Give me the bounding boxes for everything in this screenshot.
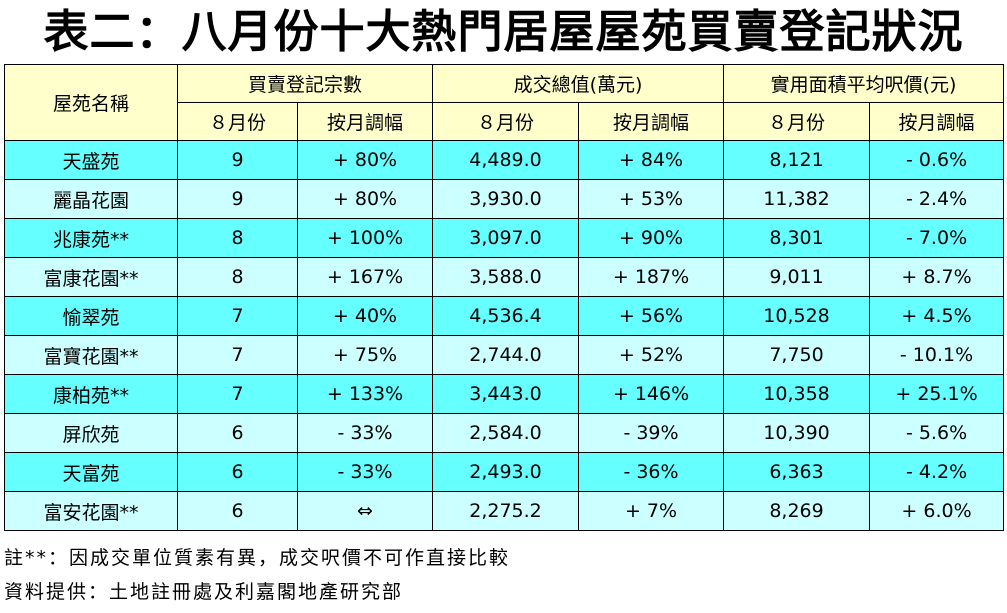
value-change-cell: + 53% [578,179,725,219]
estate-name-cell: 康柏苑** [4,374,178,414]
value-cell: 2,493.0 [432,452,580,492]
value-change-cell: + 187% [578,257,725,297]
estate-name-cell: 富安花園** [4,491,178,531]
table-row: 富康花園** 8 + 167% 3,588.0 + 187% 9,011 + 8… [4,257,1005,297]
registrations-change-cell: + 80% [296,140,434,180]
table-row: 麗晶花園 9 + 80% 3,930.0 + 53% 11,382 - 2.4% [4,179,1005,219]
registrations-cell: 9 [177,179,298,219]
table-row: 兆康苑** 8 + 100% 3,097.0 + 90% 8,301 - 7.0… [4,218,1005,258]
price-change-cell: - 5.6% [869,413,1005,453]
estate-name-cell: 天富苑 [4,452,178,492]
registrations-change-cell: - 33% [296,452,434,492]
estate-name-cell: 天盛苑 [4,140,178,180]
table-row: 富寶花園** 7 + 75% 2,744.0 + 52% 7,750 - 10.… [4,335,1005,375]
price-change-cell: - 4.2% [869,452,1005,492]
price-change-cell: + 25.1% [869,374,1005,414]
value-cell: 3,930.0 [432,179,580,219]
price-cell: 8,269 [723,491,871,531]
price-change-cell: - 7.0% [869,218,1005,258]
estate-name-cell: 富寶花園** [4,335,178,375]
registrations-change-cell: + 133% [296,374,434,414]
price-change-cell: + 6.0% [869,491,1005,531]
price-cell: 10,358 [723,374,871,414]
value-change-cell: - 39% [578,413,725,453]
value-change-cell: + 7% [578,491,725,531]
header-estate-name: 屋苑名稱 [4,64,178,141]
price-change-cell: + 4.5% [869,296,1005,336]
price-change-cell: - 10.1% [869,335,1005,375]
value-cell: 4,536.4 [432,296,580,336]
price-change-cell: + 8.7% [869,257,1005,297]
value-change-cell: + 90% [578,218,725,258]
registrations-cell: 8 [177,257,298,297]
header-registrations-august: ８月份 [177,102,298,141]
value-cell: 2,275.2 [432,491,580,531]
table-row: 富安花園** 6 ⇔ 2,275.2 + 7% 8,269 + 6.0% [4,491,1005,531]
price-cell: 10,390 [723,413,871,453]
price-cell: 10,528 [723,296,871,336]
header-avg-price: 實用面積平均呎價(元) [723,64,1005,103]
notes: 註**：因成交單位質素有異，成交呎價不可作直接比較 資料提供：土地註冊處及利嘉閣… [4,541,1004,609]
table-row: 屏欣苑 6 - 33% 2,584.0 - 39% 10,390 - 5.6% [4,413,1005,453]
header-value-mom: 按月調幅 [578,102,725,141]
footnote: 註**：因成交單位質素有異，成交呎價不可作直接比較 [4,547,511,569]
registrations-change-cell: + 80% [296,179,434,219]
registrations-cell: 9 [177,140,298,180]
registrations-cell: 8 [177,218,298,258]
value-change-cell: - 36% [578,452,725,492]
registrations-cell: 6 [177,491,298,531]
price-cell: 11,382 [723,179,871,219]
table-row: 愉翠苑 7 + 40% 4,536.4 + 56% 10,528 + 4.5% [4,296,1005,336]
header-registrations-mom: 按月調幅 [296,102,434,141]
value-cell: 3,097.0 [432,218,580,258]
price-change-cell: - 0.6% [869,140,1005,180]
registrations-change-cell: + 167% [296,257,434,297]
registrations-change-cell: + 75% [296,335,434,375]
registrations-cell: 7 [177,335,298,375]
registrations-change-cell: ⇔ [296,491,434,531]
registrations-cell: 6 [177,452,298,492]
value-change-cell: + 52% [578,335,725,375]
value-cell: 2,744.0 [432,335,580,375]
price-cell: 8,121 [723,140,871,180]
value-cell: 3,588.0 [432,257,580,297]
header-total-value: 成交總值(萬元) [432,64,725,103]
table-row: 天富苑 6 - 33% 2,493.0 - 36% 6,363 - 4.2% [4,452,1005,492]
registrations-cell: 7 [177,374,298,414]
value-change-cell: + 146% [578,374,725,414]
value-change-cell: + 84% [578,140,725,180]
registrations-change-cell: - 33% [296,413,434,453]
registrations-change-cell: + 40% [296,296,434,336]
header-price-august: ８月份 [723,102,871,141]
price-cell: 6,363 [723,452,871,492]
value-cell: 3,443.0 [432,374,580,414]
header-value-august: ８月份 [432,102,580,141]
price-cell: 7,750 [723,335,871,375]
estate-registration-table: 屋苑名稱 買賣登記宗數 成交總值(萬元) 實用面積平均呎價(元) ８月份 按月調… [4,64,1005,531]
header-registrations: 買賣登記宗數 [176,64,434,103]
table-title: 表二：八月份十大熱門居屋屋苑買賣登記狀況 [43,5,964,58]
price-change-cell: - 2.4% [869,179,1005,219]
value-change-cell: + 56% [578,296,725,336]
registrations-change-cell: + 100% [296,218,434,258]
estate-name-cell: 兆康苑** [4,218,178,258]
header-price-mom: 按月調幅 [869,102,1005,141]
price-cell: 9,011 [723,257,871,297]
value-cell: 2,584.0 [432,413,580,453]
estate-name-cell: 麗晶花園 [4,179,178,219]
registrations-cell: 7 [177,296,298,336]
source-note: 資料提供：土地註冊處及利嘉閣地產研究部 [4,581,404,603]
estate-name-cell: 屏欣苑 [4,413,178,453]
value-cell: 4,489.0 [432,140,580,180]
table-row: 康柏苑** 7 + 133% 3,443.0 + 146% 10,358 + 2… [4,374,1005,414]
estate-name-cell: 富康花園** [4,257,178,297]
table-row: 天盛苑 9 + 80% 4,489.0 + 84% 8,121 - 0.6% [4,140,1005,180]
registrations-cell: 6 [177,413,298,453]
price-cell: 8,301 [723,218,871,258]
estate-name-cell: 愉翠苑 [4,296,178,336]
